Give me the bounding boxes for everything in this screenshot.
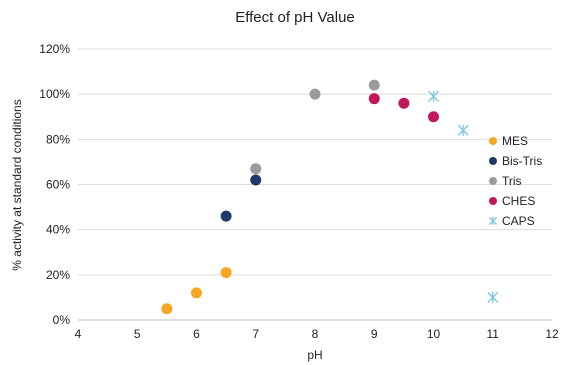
data-point — [161, 303, 173, 315]
x-axis-label: pH — [307, 348, 322, 362]
legend-label: Tris — [502, 174, 522, 188]
y-tick-labels: 0% 20% 40% 60% 80% 100% 120% — [39, 42, 70, 327]
x-tick-label: 7 — [252, 327, 259, 341]
y-tick-label: 20% — [46, 268, 70, 282]
x-tick-label: 10 — [427, 327, 441, 341]
legend-marker — [489, 217, 497, 225]
x-tick-labels: 4 5 6 7 8 9 10 11 12 — [75, 327, 559, 341]
legend-label: MES — [502, 134, 528, 148]
x-tick-label: 9 — [371, 327, 378, 341]
x-tick-label: 6 — [193, 327, 200, 341]
data-point — [220, 267, 232, 279]
data-point — [457, 124, 469, 136]
legend-marker — [489, 157, 497, 165]
y-tick-label: 120% — [39, 42, 70, 56]
y-tick-label: 60% — [46, 178, 70, 192]
x-tick-label: 8 — [312, 327, 319, 341]
data-point — [368, 93, 380, 105]
legend-marker — [489, 137, 497, 145]
x-tick-label: 4 — [75, 327, 82, 341]
legend: MES Bis-Tris Tris CHES CAPS — [489, 134, 542, 228]
data-point — [309, 88, 321, 100]
data-point — [398, 97, 410, 109]
x-tick-label: 5 — [134, 327, 141, 341]
data-point — [428, 111, 439, 123]
data-point — [250, 163, 262, 175]
data-point — [191, 287, 202, 299]
chart-title: Effect of pH Value — [235, 9, 355, 26]
y-tick-label: 100% — [39, 87, 70, 101]
y-axis-label: % activity at standard conditions — [10, 99, 24, 270]
data-point — [428, 90, 439, 102]
data-points — [161, 79, 499, 315]
legend-marker — [489, 197, 497, 205]
legend-label: Bis-Tris — [502, 154, 542, 168]
data-point — [487, 291, 499, 303]
y-tick-label: 40% — [46, 223, 70, 237]
x-tick-label: 11 — [487, 327, 500, 341]
data-point — [250, 174, 262, 186]
legend-marker — [489, 177, 497, 185]
data-point — [220, 210, 232, 222]
x-tick-label: 12 — [545, 327, 559, 341]
data-point — [368, 79, 380, 91]
legend-label: CHES — [502, 194, 535, 208]
y-tick-label: 0% — [53, 313, 71, 327]
y-tick-label: 80% — [46, 132, 70, 146]
legend-label: CAPS — [502, 214, 535, 228]
